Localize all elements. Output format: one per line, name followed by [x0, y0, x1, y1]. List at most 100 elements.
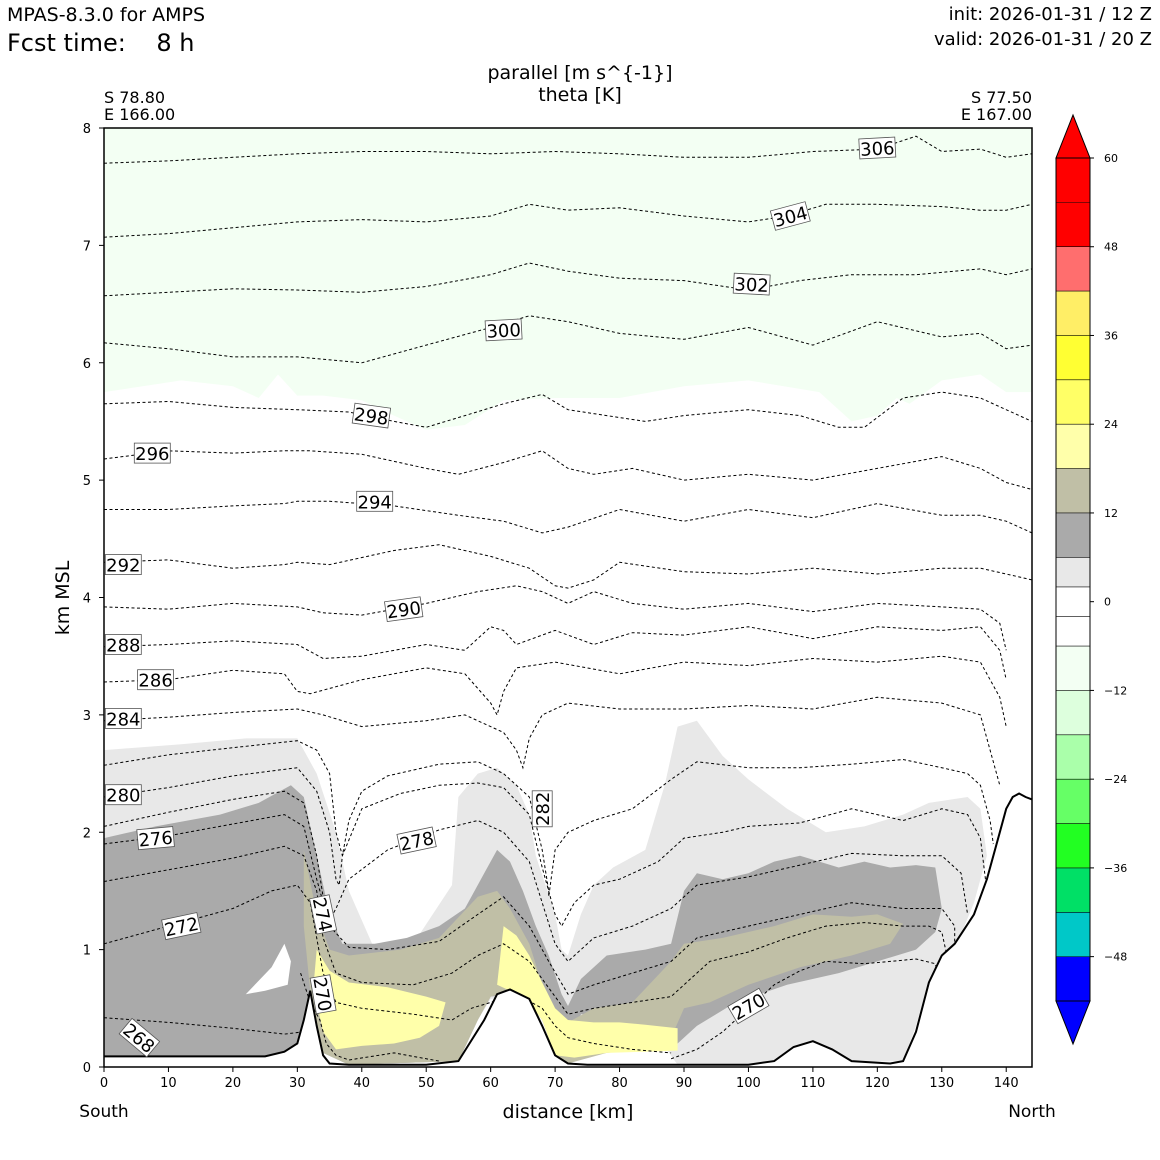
chart-title-line2: theta [K]	[538, 84, 622, 106]
terrain-fill	[104, 793, 1032, 1067]
wind-region-3	[303, 849, 904, 1065]
contour-label-text: 286	[138, 671, 172, 692]
terrain-line	[104, 792, 1033, 1066]
colorbar-bin-19	[1056, 158, 1090, 203]
contour-label-box	[732, 272, 771, 296]
x-tick-label-20: 20	[225, 1076, 242, 1091]
theta-contour-280-7	[103, 767, 988, 928]
contour-label-270-2: 270	[727, 987, 770, 1025]
contour-label-276-5: 276	[136, 826, 175, 852]
contour-label-274-4: 274	[308, 894, 338, 935]
contour-label-box	[769, 201, 811, 231]
colorbar-bin-1	[1056, 912, 1090, 957]
x-tick-label-0: 0	[100, 1076, 108, 1091]
contour-label-298-16: 298	[351, 402, 392, 430]
y-tick-label-1: 1	[83, 944, 91, 959]
colorbar-bin-11	[1056, 512, 1090, 558]
x-tick-label-40: 40	[354, 1076, 371, 1091]
contour-label-text: 288	[106, 636, 140, 657]
colorbar-bin-0	[1056, 956, 1090, 1001]
contour-label-box	[104, 634, 142, 655]
theta-contour-292-13	[103, 544, 1033, 589]
contour-label-text: 294	[358, 492, 392, 513]
axes-layer: 0 10 20 30 40 50 60 70 80 90 100 110 120 130 140 0 1 2 3 4 5…	[83, 122, 1019, 1091]
contour-label-text: 278	[398, 828, 436, 856]
terrain-layer	[104, 792, 1033, 1067]
contour-label-box	[356, 490, 394, 512]
forecast-time: Fcst time: 8 h	[7, 29, 194, 57]
contour-label-294-14: 294	[356, 490, 394, 513]
theta-contour-300-17	[103, 315, 1033, 364]
colorbar-frame	[1055, 157, 1091, 1002]
contour-label-text: 280	[106, 786, 140, 807]
contour-label-text: 298	[353, 404, 390, 430]
contour-label-text: 276	[138, 828, 174, 852]
colorbar-bin-7	[1056, 646, 1090, 691]
valid-time: valid: 2026-01-31 / 20 Z	[934, 29, 1152, 50]
colorbar: −48 −36 −24 −12 0 12 24 36 48 60	[1055, 113, 1127, 1046]
x-tick-label-140: 140	[994, 1076, 1019, 1091]
theta-contour-272-3	[103, 884, 672, 1054]
colorbar-under-arrow	[1055, 1000, 1091, 1046]
theta-contour-286-10	[103, 655, 1007, 727]
x-tick-label-10: 10	[160, 1076, 177, 1091]
forecast-time-value: 8 h	[156, 29, 195, 57]
colorbar-bin-16	[1056, 291, 1090, 336]
contour-label-296-15: 296	[133, 442, 171, 465]
forecast-time-label: Fcst time:	[7, 29, 126, 57]
theta-contour-284-9	[103, 696, 1001, 786]
theta-contour-278-6	[103, 790, 969, 963]
x-tick-label-110: 110	[800, 1076, 825, 1091]
contour-label-306-20: 306	[858, 136, 897, 161]
x-tick-label-130: 130	[929, 1076, 954, 1091]
contour-label-box	[133, 442, 171, 464]
contour-label-text: 296	[135, 444, 169, 465]
contour-label-290-12: 290	[384, 596, 424, 623]
contour-label-text: 284	[106, 709, 140, 730]
colorbar-bin-2	[1056, 867, 1090, 913]
colorbar-bin-4	[1056, 779, 1090, 824]
contour-label-box	[484, 318, 523, 342]
end-lon-label: E 167.00	[961, 105, 1032, 124]
theta-contour-layer	[103, 135, 1033, 1062]
colorbar-tick-label-0: −48	[1104, 951, 1127, 964]
north-label: North	[1008, 1102, 1056, 1122]
y-tick-label-7: 7	[83, 239, 91, 254]
theta-contour-306-20	[103, 135, 1033, 164]
theta-contour-270-2	[670, 958, 940, 1060]
contour-label-box	[858, 136, 897, 160]
colorbar-tick-label-1: −36	[1104, 862, 1127, 875]
contour-label-286-10: 286	[137, 669, 175, 692]
y-tick-label-0: 0	[83, 1061, 91, 1076]
contour-label-282-8: 282	[531, 790, 554, 828]
contour-label-box	[384, 596, 424, 623]
start-lat-label: S 78.80	[104, 88, 165, 107]
colorbar-bin-17	[1056, 246, 1090, 292]
colorbar-bin-10	[1056, 557, 1090, 587]
contour-label-300-17: 300	[484, 318, 523, 343]
colorbar-bin-6	[1056, 690, 1090, 735]
x-tick-label-90: 90	[676, 1076, 693, 1091]
contour-label-text: 282	[533, 792, 554, 826]
x-tick-label-80: 80	[611, 1076, 628, 1091]
start-lon-label: E 166.00	[104, 105, 175, 124]
chart-title-line1: parallel [m s^{-1}]	[487, 62, 672, 84]
contour-label-302-18: 302	[732, 272, 771, 297]
theta-contour-294-14	[104, 500, 1033, 534]
end-lat-label: S 77.50	[971, 88, 1032, 107]
x-tick-label-100: 100	[736, 1076, 761, 1091]
colorbar-tick-label-4: 0	[1104, 596, 1111, 609]
colorbar-bin-13	[1056, 424, 1090, 469]
contour-label-box	[396, 826, 437, 855]
contour-label-box	[727, 987, 770, 1025]
colorbar-bin-14	[1056, 379, 1090, 425]
init-time: init: 2026-01-31 / 12 Z	[948, 4, 1152, 25]
colorbar-tick-label-2: −24	[1104, 773, 1127, 786]
theta-contour-288-11	[103, 626, 1007, 680]
contour-label-box	[104, 554, 142, 575]
theta-contour-298-16	[103, 391, 1033, 428]
y-tick-label-8: 8	[83, 122, 91, 137]
contour-label-box	[161, 912, 202, 941]
colorbar-tick-label-8: 48	[1104, 241, 1118, 254]
